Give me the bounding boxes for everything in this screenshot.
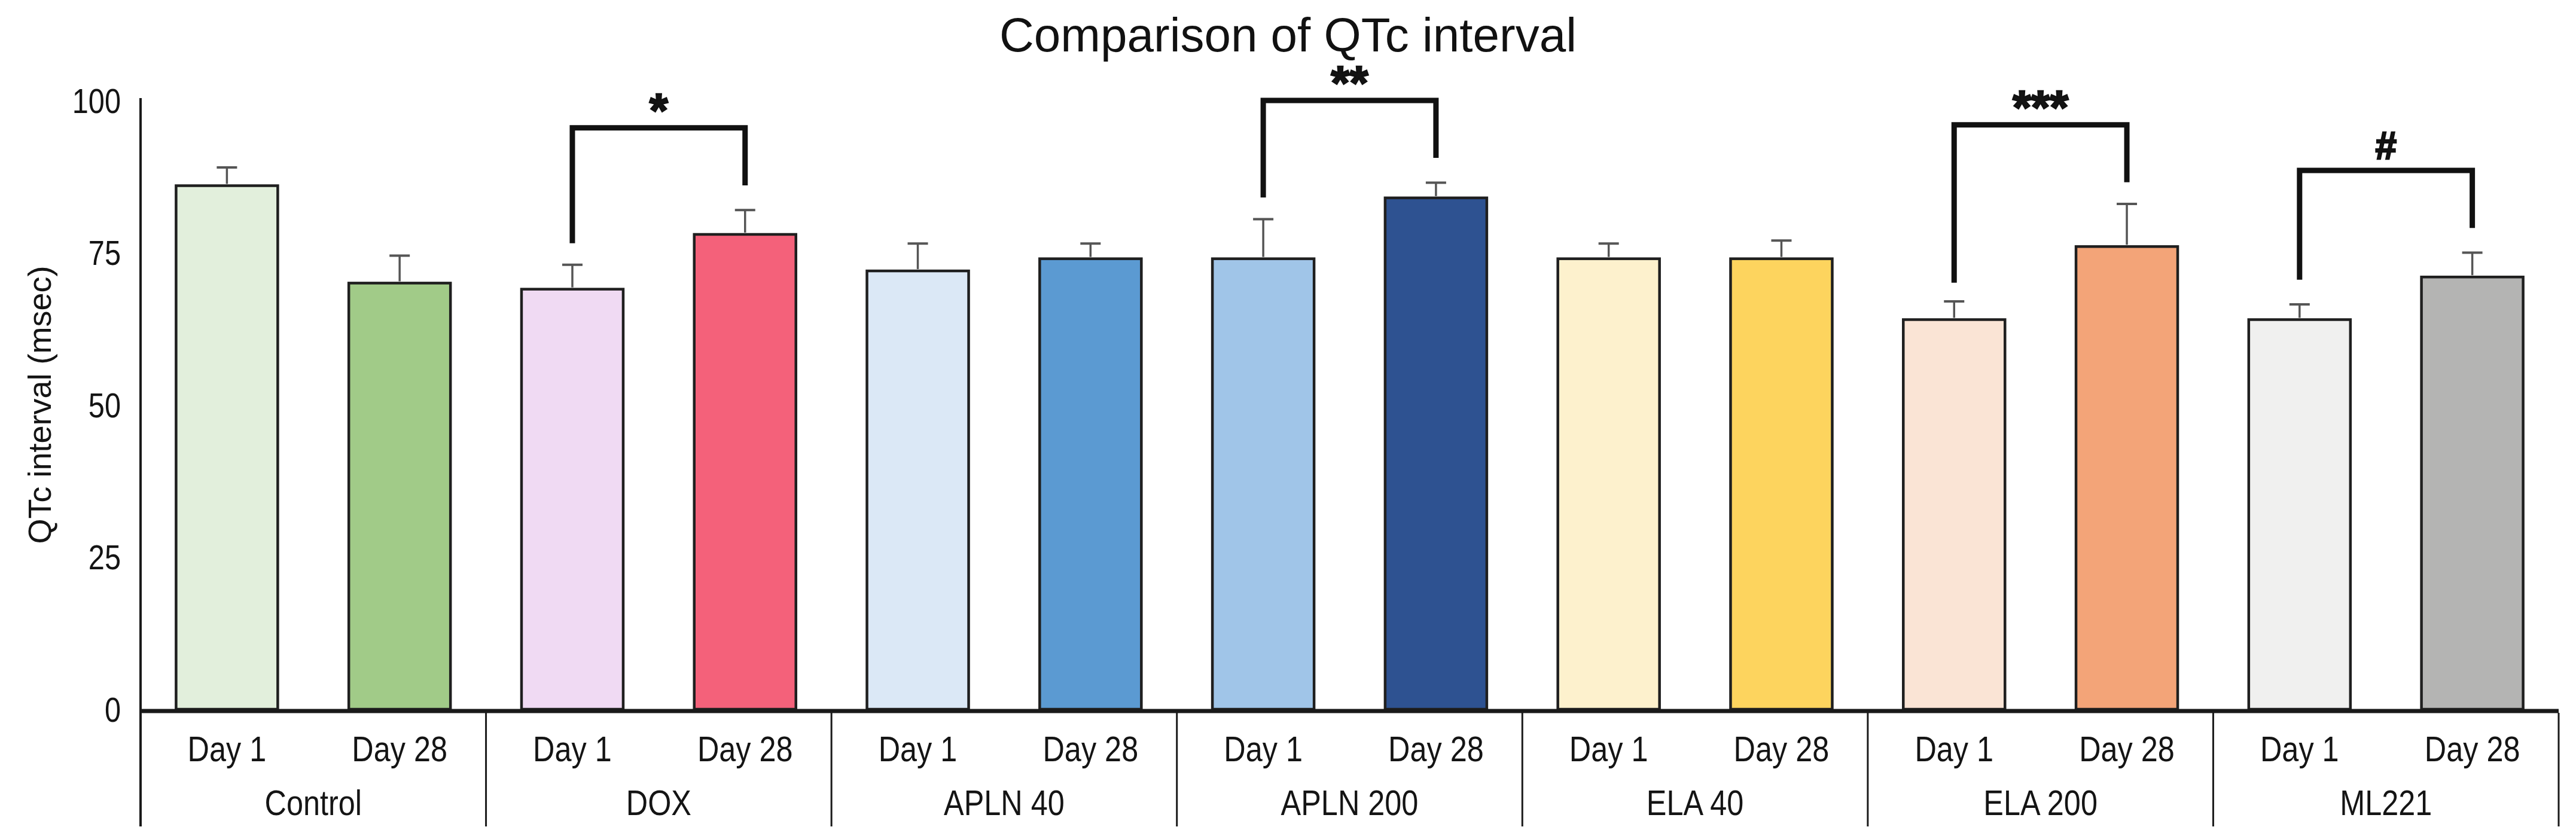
y-tick-label: 50 — [89, 386, 121, 425]
bar-apln40-day28 — [1039, 259, 1141, 709]
bar-control-day1 — [176, 186, 278, 709]
bar-ela200-day28 — [2076, 246, 2178, 709]
group-label: ELA 200 — [1983, 783, 2098, 823]
bar-ela40-day1 — [1558, 259, 1660, 709]
significance-bracket — [572, 128, 745, 240]
day-label: Day 28 — [2079, 729, 2175, 769]
significance-label: *** — [2013, 81, 2069, 134]
significance-label: ** — [1331, 56, 1368, 109]
group-label: ML221 — [2340, 783, 2432, 823]
group-label: DOX — [626, 783, 691, 823]
qtc-bar-chart-figure: Comparison of QTc interval 0255075100QTc… — [0, 0, 2576, 836]
day-label: Day 1 — [879, 729, 958, 769]
y-tick-label: 25 — [89, 538, 121, 576]
bar-dox-day1 — [522, 289, 623, 709]
day-label: Day 1 — [1915, 729, 1993, 769]
y-axis-title: QTc interval (msec) — [22, 266, 57, 544]
day-label: Day 1 — [1569, 729, 1648, 769]
bar-dox-day28 — [694, 234, 796, 709]
significance-label: # — [2375, 124, 2397, 167]
day-label: Day 1 — [2260, 729, 2339, 769]
day-label: Day 1 — [1224, 729, 1303, 769]
y-tick-label: 75 — [89, 233, 121, 272]
bar-ml221-day1 — [2249, 319, 2351, 709]
significance-bracket — [1263, 100, 1436, 195]
day-label: Day 28 — [1388, 729, 1484, 769]
day-label: Day 28 — [1042, 729, 1138, 769]
group-label: APLN 40 — [944, 783, 1065, 823]
group-label: ELA 40 — [1647, 783, 1744, 823]
bar-ml221-day28 — [2422, 277, 2523, 709]
day-label: Day 28 — [1734, 729, 1830, 769]
chart-canvas: 0 25 50 75 100 QTc interval (msec) Day 1 Day 28… — [0, 0, 2576, 836]
significance-bracket — [2300, 170, 2473, 277]
y-tick-label: 100 — [72, 81, 121, 120]
y-tick-label: 0 — [105, 690, 121, 729]
day-label: Day 28 — [352, 729, 447, 769]
bar-ela200-day1 — [1903, 319, 2005, 709]
day-label: Day 1 — [533, 729, 612, 769]
day-label: Day 1 — [188, 729, 267, 769]
bar-control-day28 — [349, 283, 450, 709]
bar-apln40-day1 — [867, 271, 969, 709]
significance-label: * — [650, 84, 669, 137]
group-label: Control — [265, 783, 362, 823]
bar-apln200-day28 — [1385, 198, 1487, 709]
bar-ela40-day28 — [1730, 259, 1832, 709]
day-label: Day 28 — [697, 729, 793, 769]
group-label: APLN 200 — [1281, 783, 1419, 823]
bar-apln200-day1 — [1212, 259, 1314, 709]
day-label: Day 28 — [2425, 729, 2520, 769]
